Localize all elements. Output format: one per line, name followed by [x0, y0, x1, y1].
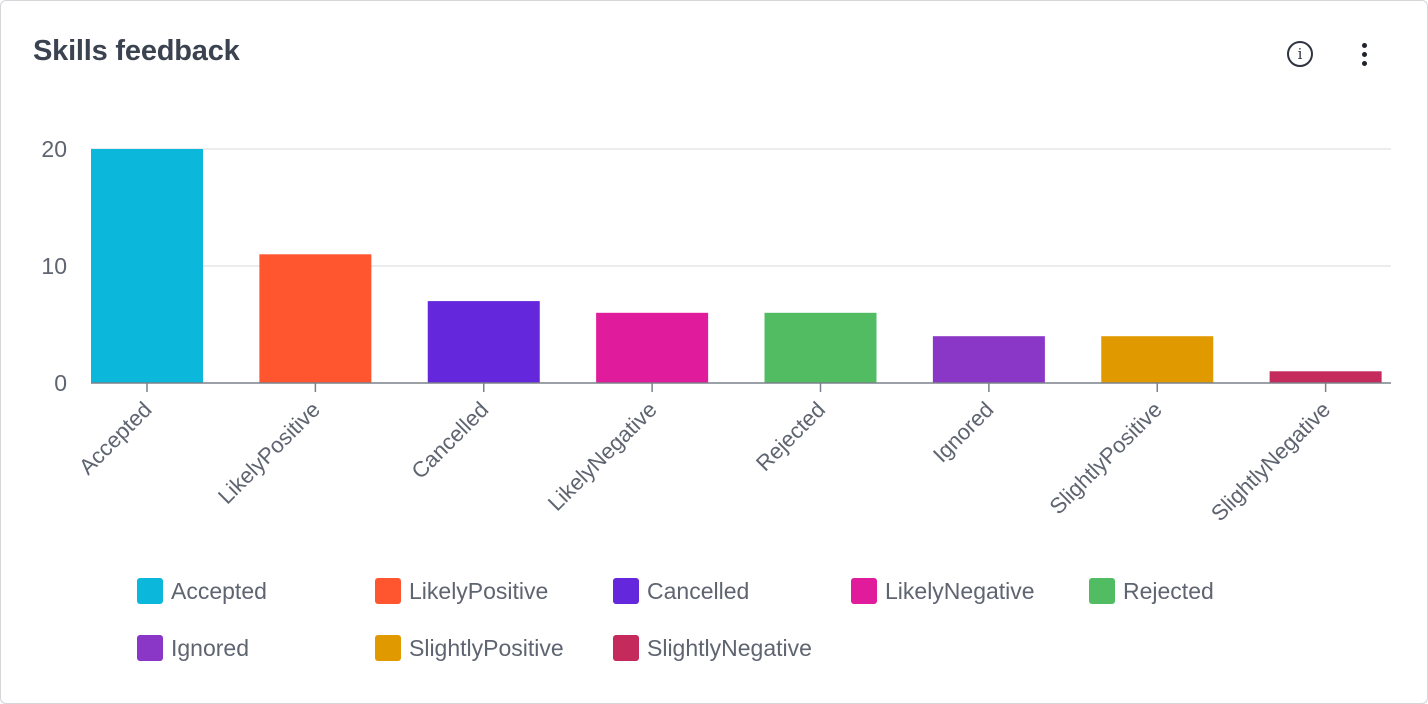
x-tick-label: SlightlyNegative: [1206, 397, 1335, 526]
bar-rejected: [764, 312, 877, 383]
x-tick-label: SlightlyPositive: [1044, 397, 1166, 519]
legend-swatch: [137, 578, 163, 604]
legend-label: LikelyPositive: [409, 577, 549, 604]
x-tick-label: LikelyNegative: [543, 397, 662, 516]
legend-swatch: [137, 635, 163, 661]
bar-slightlypositive: [1101, 336, 1214, 383]
legend-item-cancelled[interactable]: Cancelled: [613, 577, 851, 605]
legend-item-slightlynegative[interactable]: SlightlyNegative: [613, 634, 851, 662]
legend-label: Cancelled: [647, 577, 750, 604]
legend-swatch: [375, 635, 401, 661]
info-icon: i: [1287, 41, 1313, 67]
bar-cancelled: [427, 301, 540, 383]
more-vertical-icon: [1361, 42, 1367, 66]
legend-label: SlightlyPositive: [409, 634, 564, 661]
chart-legend: Accepted LikelyPositive Cancelled LikelyNeg…: [137, 577, 1337, 662]
info-button[interactable]: i: [1283, 37, 1317, 71]
x-tick-label: Cancelled: [406, 397, 493, 484]
legend-label: LikelyNegative: [885, 577, 1035, 604]
legend-item-likelypositive[interactable]: LikelyPositive: [375, 577, 613, 605]
bar-ignored: [932, 336, 1045, 383]
x-tick-label: Accepted: [74, 397, 157, 480]
legend-item-slightlypositive[interactable]: SlightlyPositive: [375, 634, 613, 662]
legend-label: Accepted: [171, 577, 267, 604]
bar-likelynegative: [596, 312, 709, 383]
bar-chart: 0 10 20 Accepted LikelyPositive Cancelled Like…: [41, 136, 1391, 526]
legend-swatch: [613, 578, 639, 604]
card-title: Skills feedback: [33, 35, 240, 67]
more-options-button[interactable]: [1347, 37, 1381, 71]
legend-item-likelynegative[interactable]: LikelyNegative: [851, 577, 1089, 605]
legend-label: Ignored: [171, 634, 250, 661]
bar-slightlynegative: [1269, 371, 1382, 383]
y-tick-label: 10: [41, 253, 67, 279]
legend-item-rejected[interactable]: Rejected: [1089, 577, 1327, 605]
bar-accepted: [91, 149, 203, 383]
x-tick-label: LikelyPositive: [213, 397, 325, 509]
x-tick-label: Ignored: [928, 397, 998, 467]
x-tick-label: Rejected: [751, 397, 830, 476]
legend-swatch: [851, 578, 877, 604]
y-tick-label: 20: [41, 136, 67, 162]
bar-likelypositive: [259, 254, 372, 383]
legend-label: SlightlyNegative: [647, 634, 812, 661]
legend-swatch: [1089, 578, 1115, 604]
legend-label: Rejected: [1123, 577, 1214, 604]
legend-swatch: [375, 578, 401, 604]
legend-swatch: [613, 635, 639, 661]
y-tick-label: 0: [54, 370, 67, 396]
legend-item-ignored[interactable]: Ignored: [137, 634, 375, 662]
legend-item-accepted[interactable]: Accepted: [137, 577, 375, 605]
